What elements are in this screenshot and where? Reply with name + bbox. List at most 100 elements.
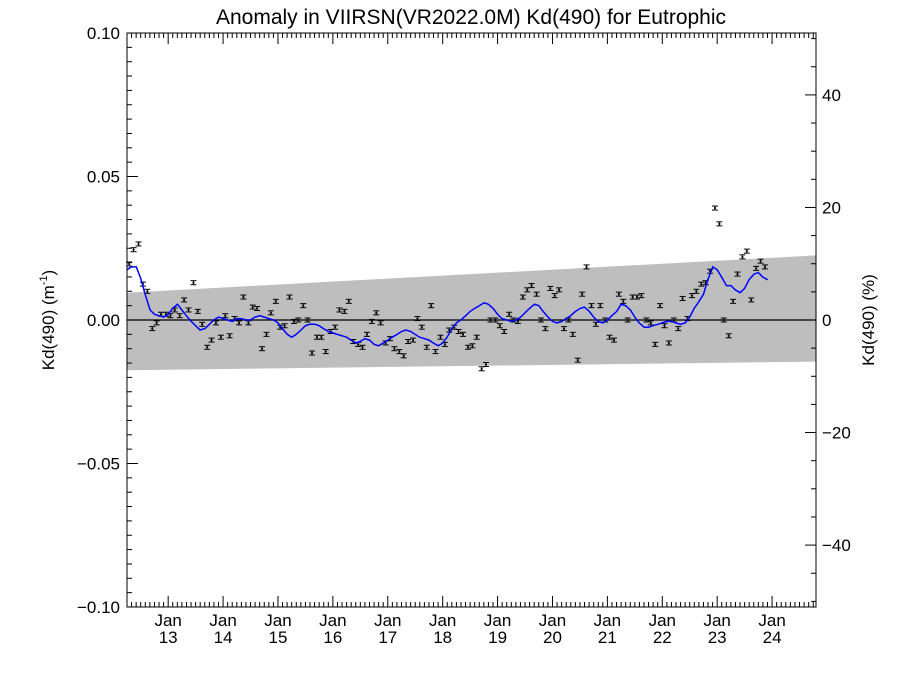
data-point	[583, 264, 590, 270]
data-point	[757, 258, 764, 264]
data-point	[267, 310, 274, 316]
data-point	[748, 297, 755, 303]
data-point	[400, 353, 407, 359]
data-point	[679, 295, 686, 301]
axes-layer: −0.10−0.050.000.050.10−40−2002040Jan13Ja…	[77, 24, 851, 647]
data-point	[185, 307, 192, 313]
data-point	[455, 328, 462, 334]
y-tick-label: 0.10	[87, 24, 120, 43]
data-point	[300, 303, 307, 309]
data-point	[304, 317, 311, 323]
y2-tick-label: 0	[822, 311, 831, 330]
data-point	[222, 313, 229, 319]
x-tick-label-month: Jan	[484, 611, 511, 630]
x-tick-label-year: 22	[653, 628, 672, 647]
data-point	[135, 241, 142, 247]
data-point	[739, 254, 746, 260]
data-point	[194, 308, 201, 314]
data-point	[561, 326, 568, 332]
data-point	[363, 331, 370, 337]
confidence-band-layer	[127, 255, 816, 371]
data-point	[547, 285, 554, 291]
data-point	[336, 307, 343, 313]
x-tick-label-month: Jan	[758, 611, 785, 630]
data-point	[652, 341, 659, 347]
data-point	[711, 205, 718, 211]
data-point	[615, 291, 622, 297]
data-point	[295, 317, 302, 323]
data-point	[496, 323, 503, 329]
data-point	[149, 326, 156, 332]
y-tick-label: 0.00	[87, 311, 120, 330]
data-point	[359, 344, 366, 350]
confidence-band	[127, 255, 816, 371]
x-tick-label-year: 21	[598, 628, 617, 647]
data-point	[322, 349, 329, 355]
data-point	[190, 280, 197, 286]
data-point	[647, 320, 654, 326]
data-point	[716, 221, 723, 227]
data-point	[245, 320, 252, 326]
data-point	[675, 326, 682, 332]
data-point	[405, 339, 412, 345]
data-point	[208, 337, 215, 343]
data-point	[734, 271, 741, 277]
data-point	[199, 321, 206, 327]
data-point	[620, 298, 627, 304]
x-tick-label-month: Jan	[319, 611, 346, 630]
data-point	[761, 264, 768, 270]
data-point	[272, 298, 279, 304]
data-point	[414, 316, 421, 322]
data-point	[693, 288, 700, 294]
data-point	[624, 317, 631, 323]
x-tick-label-month: Jan	[703, 611, 730, 630]
data-point	[469, 343, 476, 349]
x-tick-label-year: 23	[708, 628, 727, 647]
data-point	[730, 298, 737, 304]
data-point	[318, 334, 325, 340]
y-axis-label-superscript: -1	[38, 275, 50, 285]
data-point	[240, 294, 247, 300]
data-point	[569, 331, 576, 337]
data-point	[204, 344, 211, 350]
data-point	[181, 297, 188, 303]
data-point	[610, 337, 617, 343]
data-point	[377, 320, 384, 326]
data-point	[176, 313, 183, 319]
data-point	[212, 320, 219, 326]
y-tick-label: −0.10	[77, 598, 120, 617]
data-point	[698, 281, 705, 287]
data-point	[501, 328, 508, 334]
data-point	[432, 349, 439, 355]
data-point	[753, 265, 760, 271]
y-axis-label-main: Kd(490) (m	[39, 285, 58, 370]
x-tick-label-year: 18	[433, 628, 452, 647]
data-point	[661, 323, 668, 329]
data-point	[428, 303, 435, 309]
x-tick-label-year: 15	[269, 628, 288, 647]
y2-tick-label: 40	[822, 86, 841, 105]
x-tick-label-month: Jan	[154, 611, 181, 630]
data-point	[437, 334, 444, 340]
data-point	[634, 294, 641, 300]
chart-title: Anomaly in VIIRSN(VR2022.0M) Kd(490) for…	[216, 6, 726, 29]
data-point	[332, 324, 339, 330]
data-point	[309, 350, 316, 356]
data-point	[286, 294, 293, 300]
x-tick-label-month: Jan	[594, 611, 621, 630]
running-mean-layer	[126, 265, 769, 347]
data-point	[579, 291, 586, 297]
data-point	[473, 334, 480, 340]
x-tick-label-year: 24	[763, 628, 782, 647]
data-point	[464, 344, 471, 350]
x-tick-label-month: Jan	[264, 611, 291, 630]
data-point	[483, 361, 490, 367]
y-axis-label-close: )	[39, 270, 58, 276]
data-point	[725, 333, 732, 339]
data-point	[254, 306, 261, 312]
y2-axis-label: Kd(490) (%)	[859, 274, 878, 366]
x-tick-label-year: 16	[323, 628, 342, 647]
data-point	[537, 317, 544, 323]
data-point	[153, 320, 160, 326]
